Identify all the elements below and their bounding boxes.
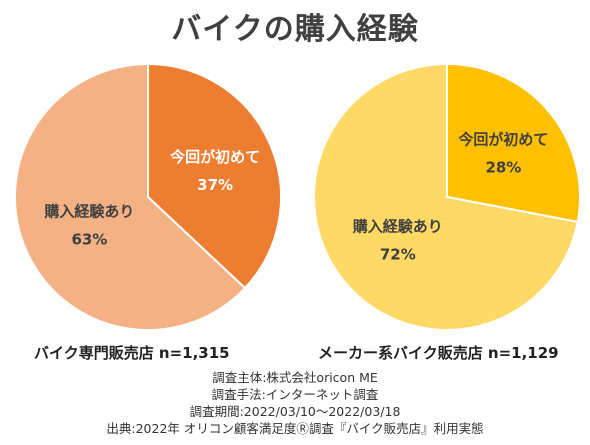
chart-caption-specialty-store: バイク専門販売店 n=1,315 <box>34 344 230 362</box>
slice-value-maker-store-1: 72% <box>380 246 416 264</box>
slice-value-maker-store-0: 28% <box>485 158 521 176</box>
slice-value-specialty-store-0: 37% <box>197 176 233 194</box>
survey-notes: 調査主体:株式会社oricon ME 調査手法:インターネット調査 調査期間:2… <box>0 369 590 437</box>
page-title: バイクの購入経験 <box>171 12 419 47</box>
note-source: 出典:2022年 オリコン顧客満足度Ⓡ調査『バイク販売店』利用実態 <box>106 421 484 436</box>
pie-slice-specialty-store-1 <box>14 62 247 331</box>
note-survey-entity: 調査主体:株式会社oricon ME <box>212 370 378 385</box>
pie-slice-maker-store-0 <box>446 62 581 224</box>
slice-label-maker-store-0: 今回が初めて <box>457 130 548 148</box>
pie-specialty-store: 今回が初めて 37% 購入経験あり 63% <box>14 62 282 331</box>
pie-charts: 今回が初めて 37% 購入経験あり 63% 今回が初めて 28% 購入経験あり 72% <box>14 62 581 331</box>
slice-label-specialty-store-0: 今回が初めて <box>169 148 260 166</box>
note-survey-method: 調査手法:インターネット調査 <box>211 387 379 402</box>
pie-slice-specialty-store-0 <box>147 62 282 290</box>
pie-slice-maker-store-1 <box>313 62 579 331</box>
chart-caption-maker-store: メーカー系バイク販売店 n=1,129 <box>318 344 559 362</box>
slice-label-specialty-store-1: 購入経験あり <box>43 202 134 220</box>
slice-value-specialty-store-1: 63% <box>71 230 107 248</box>
note-survey-period: 調査期間:2022/03/10～2022/03/18 <box>189 404 401 419</box>
slice-label-maker-store-1: 購入経験あり <box>352 218 443 236</box>
pie-maker-store: 今回が初めて 28% 購入経験あり 72% <box>313 62 581 331</box>
